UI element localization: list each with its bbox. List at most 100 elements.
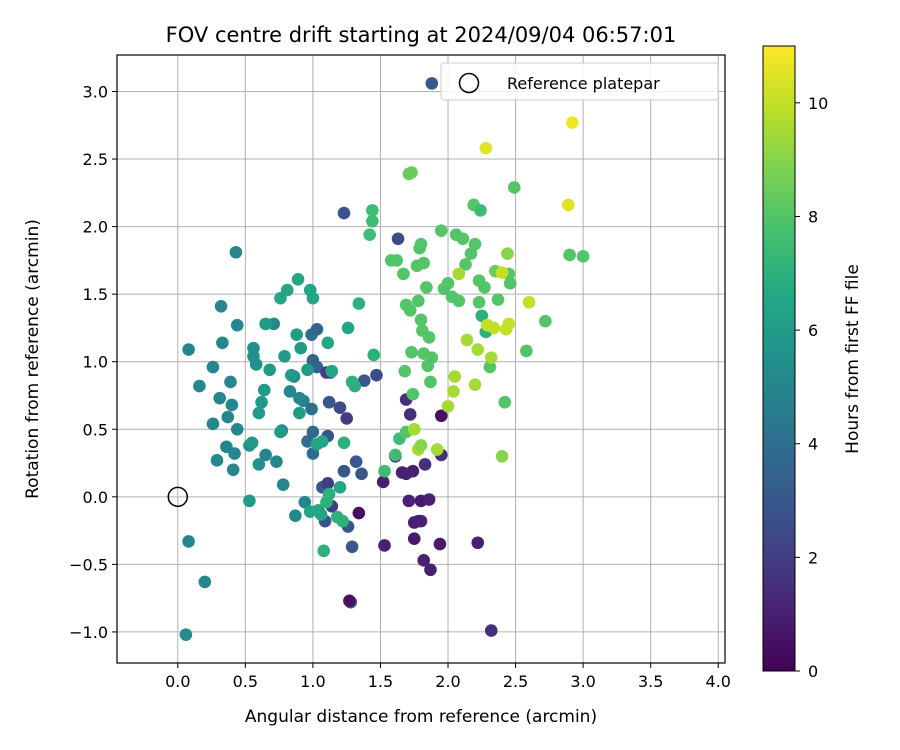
data-point [433, 537, 447, 551]
data-point [417, 256, 431, 270]
data-point [333, 481, 347, 494]
data-point [447, 385, 460, 398]
data-point [363, 228, 376, 241]
data-point [420, 281, 433, 294]
colorbar-tick-label: 8 [808, 207, 818, 226]
y-axis-label: Rotation from reference (arcmin) [23, 219, 43, 499]
data-point [259, 448, 272, 462]
data-point [502, 317, 516, 331]
data-point [422, 331, 436, 344]
data-point [487, 321, 501, 335]
data-point [417, 554, 431, 567]
data-point [495, 266, 509, 279]
data-point [291, 272, 305, 286]
data-point [306, 291, 320, 305]
data-point [468, 378, 482, 391]
data-point [501, 247, 514, 260]
data-point [252, 458, 266, 471]
data-point [434, 409, 448, 423]
data-point [321, 336, 335, 350]
colorbar-ticks: 0 2 4 6 8 10 [795, 94, 828, 681]
data-point [257, 383, 271, 397]
x-tick-label: 1.0 [300, 672, 325, 691]
data-point [566, 116, 579, 129]
data-point [352, 297, 366, 310]
data-point [230, 422, 244, 436]
data-point [270, 455, 283, 468]
colorbar-tick-label: 2 [808, 548, 818, 567]
data-point [310, 322, 324, 336]
colorbar-tick-label: 10 [808, 94, 828, 113]
data-point [422, 493, 436, 506]
data-point [406, 387, 420, 401]
data-point [378, 539, 391, 552]
data-point [367, 348, 381, 362]
data-point [468, 237, 482, 251]
data-point [539, 314, 552, 328]
grid-lines [117, 55, 725, 663]
data-point [198, 575, 212, 589]
data-point [405, 345, 418, 359]
data-point [414, 313, 428, 327]
x-axis-ticks: 0.0 0.5 1.0 1.5 2.0 2.5 3.0 3.5 4.0 [165, 663, 731, 691]
data-point [337, 464, 351, 478]
colorbar-label: Hours from first FF file [843, 264, 863, 454]
y-tick-label: 0.5 [83, 420, 108, 439]
data-point [224, 375, 237, 389]
data-point [563, 248, 576, 262]
colorbar-tick-label: 6 [808, 321, 818, 340]
data-point [301, 363, 314, 377]
data-point [306, 425, 320, 439]
colorbar: 0 2 4 6 8 10 Hours from first FF file [762, 45, 863, 681]
plot-frame [116, 54, 726, 664]
data-points [179, 77, 590, 641]
data-point [305, 402, 318, 416]
data-point [276, 478, 290, 491]
data-point [391, 232, 405, 246]
data-point [407, 532, 421, 545]
data-point [298, 495, 312, 509]
data-point [182, 343, 195, 356]
y-tick-label: 2.0 [83, 218, 108, 237]
y-tick-label: −0.5 [69, 555, 108, 574]
data-point [214, 300, 228, 313]
data-point [336, 514, 349, 528]
data-point [316, 435, 329, 448]
legend-entry-reference-platepar: Reference platepar [507, 74, 660, 93]
data-point [221, 410, 235, 424]
data-point [370, 368, 383, 382]
data-point [294, 341, 308, 355]
data-point [297, 394, 310, 408]
data-point [479, 141, 493, 155]
data-point [478, 281, 491, 294]
data-point [484, 624, 498, 637]
data-point [390, 254, 403, 267]
data-point [317, 544, 331, 558]
data-point [459, 258, 472, 271]
x-tick-label: 3.5 [638, 672, 663, 691]
data-point [464, 247, 478, 260]
y-tick-label: −1.0 [69, 623, 108, 642]
data-point [230, 318, 244, 332]
data-point [414, 237, 428, 251]
x-axis-label: Angular distance from reference (arcmin) [245, 707, 597, 727]
data-point [337, 436, 351, 450]
data-point [352, 506, 366, 520]
y-tick-label: 1.5 [83, 285, 108, 304]
reference-platepar-marker [167, 486, 189, 508]
data-point [278, 349, 291, 363]
data-point [434, 224, 448, 237]
data-point [576, 250, 590, 263]
data-point [376, 475, 390, 489]
legend: Reference platepar [440, 62, 719, 101]
data-point [247, 341, 260, 355]
data-point [424, 563, 437, 577]
data-point [225, 398, 239, 412]
y-axis-ticks: −1.0 −0.5 0.0 0.5 1.0 1.5 2.0 2.5 3.0 [69, 82, 117, 642]
data-point [425, 77, 439, 90]
data-point [280, 283, 294, 297]
data-point [483, 360, 497, 374]
data-point [226, 463, 240, 477]
y-tick-label: 0.0 [83, 488, 108, 507]
